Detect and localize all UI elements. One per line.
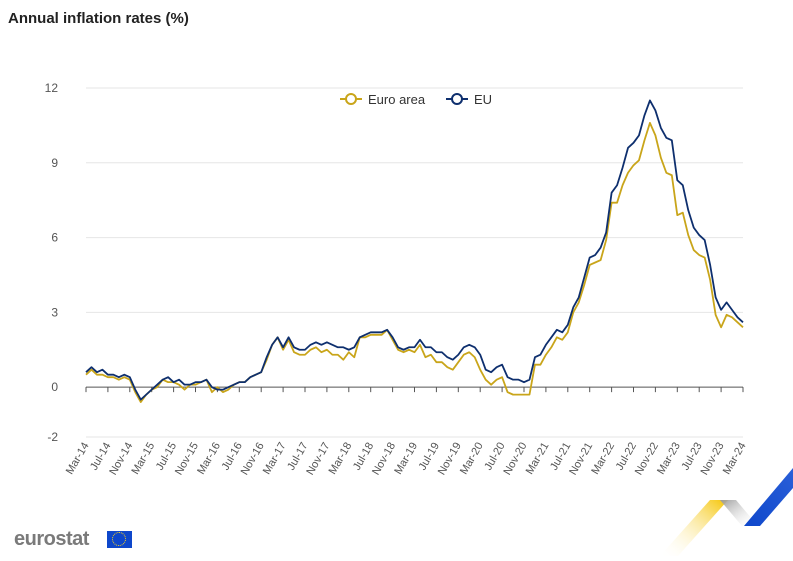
- y-tick-label: 6: [51, 231, 58, 245]
- legend-marker: [451, 93, 463, 105]
- series-line-1: [85, 99, 744, 401]
- series-lines: [85, 99, 744, 403]
- y-axis-ticks: -2 0 3 6 9 12: [45, 81, 59, 444]
- eu-flag-icon: [107, 531, 132, 548]
- legend-label[interactable]: EU: [474, 92, 492, 107]
- chart-title: Annual inflation rates (%): [8, 10, 189, 27]
- gridlines: [86, 87, 743, 438]
- decorative-stripes: [660, 468, 793, 556]
- legend: Euro area EU: [340, 92, 492, 107]
- y-tick-label: 3: [51, 305, 58, 319]
- eurostat-logo: eurostat: [14, 528, 89, 550]
- legend-label[interactable]: Euro area: [368, 92, 426, 107]
- legend-marker: [345, 93, 357, 105]
- y-tick-label: 0: [51, 380, 58, 394]
- y-tick-label: 12: [45, 81, 59, 95]
- y-tick-label: -2: [47, 430, 58, 444]
- series-line-0: [85, 122, 744, 403]
- y-tick-label: 9: [51, 156, 58, 170]
- x-tick-label: Mar-14: [64, 441, 92, 477]
